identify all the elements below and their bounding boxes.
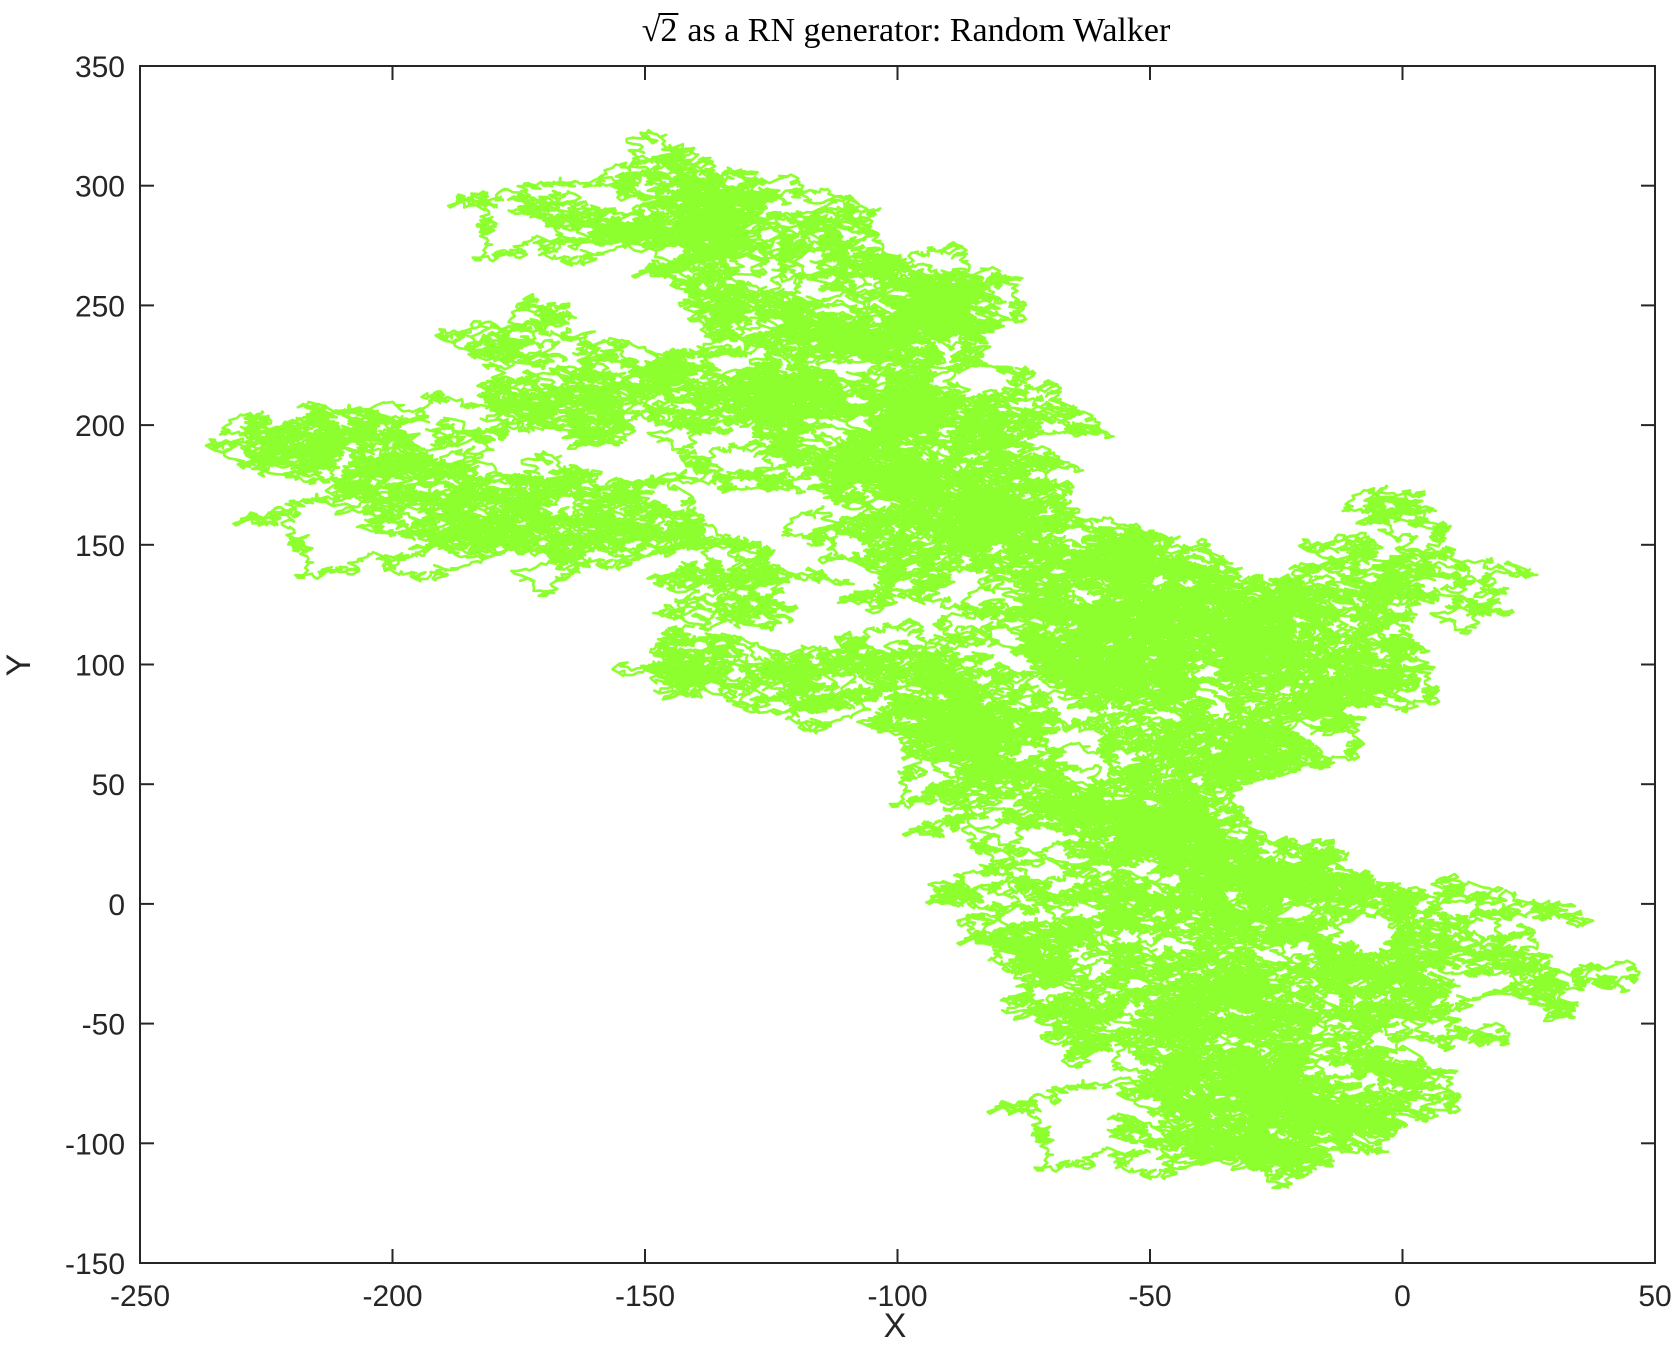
walk-path-segment (266, 369, 553, 485)
walk-path-segment (514, 479, 815, 626)
x-tick-label: -150 (615, 1280, 675, 1313)
walk-path-segment (652, 617, 961, 713)
walk-path-segment (1235, 484, 1539, 639)
walk-path-segment (1069, 947, 1419, 1087)
y-tick-label: 50 (92, 769, 125, 802)
title-text: as a RN generator: Random Walker (687, 12, 1171, 49)
walk-path-segment (957, 580, 1220, 712)
walk-path-segment (204, 410, 436, 504)
x-tick-label: 50 (1638, 1280, 1671, 1313)
title-radicand: 2 (660, 12, 677, 49)
x-axis-label: X (884, 1307, 907, 1345)
walk-path-segment (1022, 913, 1245, 1069)
tick-labels-layer: -250 -200 -150 -100 -50 0 50 -150 -100 -50 0 50 100 1… (65, 51, 1672, 1313)
x-tick-label: -250 (110, 1280, 170, 1313)
walk-path-segment (662, 586, 996, 735)
walk-path-segment (662, 360, 836, 459)
y-tick-label: 100 (75, 650, 125, 683)
walk-path-segment (1081, 538, 1252, 663)
y-tick-label: -150 (65, 1248, 125, 1281)
walk-path-segment (1062, 671, 1354, 796)
walk-path-segment (1145, 584, 1431, 706)
y-tick-label: -100 (65, 1128, 125, 1161)
walk-path-segment (1114, 1052, 1331, 1134)
y-tick-label: 200 (75, 410, 125, 443)
chart-title: √2 as a RN generator: Random Walker (642, 12, 1171, 49)
y-tick-label: 0 (108, 889, 125, 922)
walk-path-segment (818, 491, 1203, 641)
walk-path-segment (434, 292, 753, 455)
walk-path-segment (1179, 909, 1461, 1040)
walk-path-segment (883, 683, 1073, 811)
walk-path-segment (956, 849, 1290, 991)
axes-layer (139, 65, 1656, 1264)
walk-path-segment (644, 158, 882, 282)
y-tick-label: 350 (75, 51, 125, 84)
x-tick-label: -200 (362, 1280, 422, 1313)
title-radical-sign: √ (642, 12, 661, 49)
y-tick-label: 150 (75, 530, 125, 563)
y-tick-label: 250 (75, 290, 125, 323)
y-tick-label: -50 (82, 1009, 125, 1042)
x-tick-label: -50 (1128, 1280, 1171, 1313)
walk-path-segment (644, 250, 840, 362)
walk-series-layer (204, 128, 1641, 1190)
walk-path-segment (1375, 905, 1641, 1023)
x-tick-label: 0 (1394, 1280, 1411, 1313)
y-axis-label: Y (0, 654, 38, 677)
x-tick-label: -100 (867, 1280, 927, 1313)
y-tick-label: 300 (75, 171, 125, 204)
